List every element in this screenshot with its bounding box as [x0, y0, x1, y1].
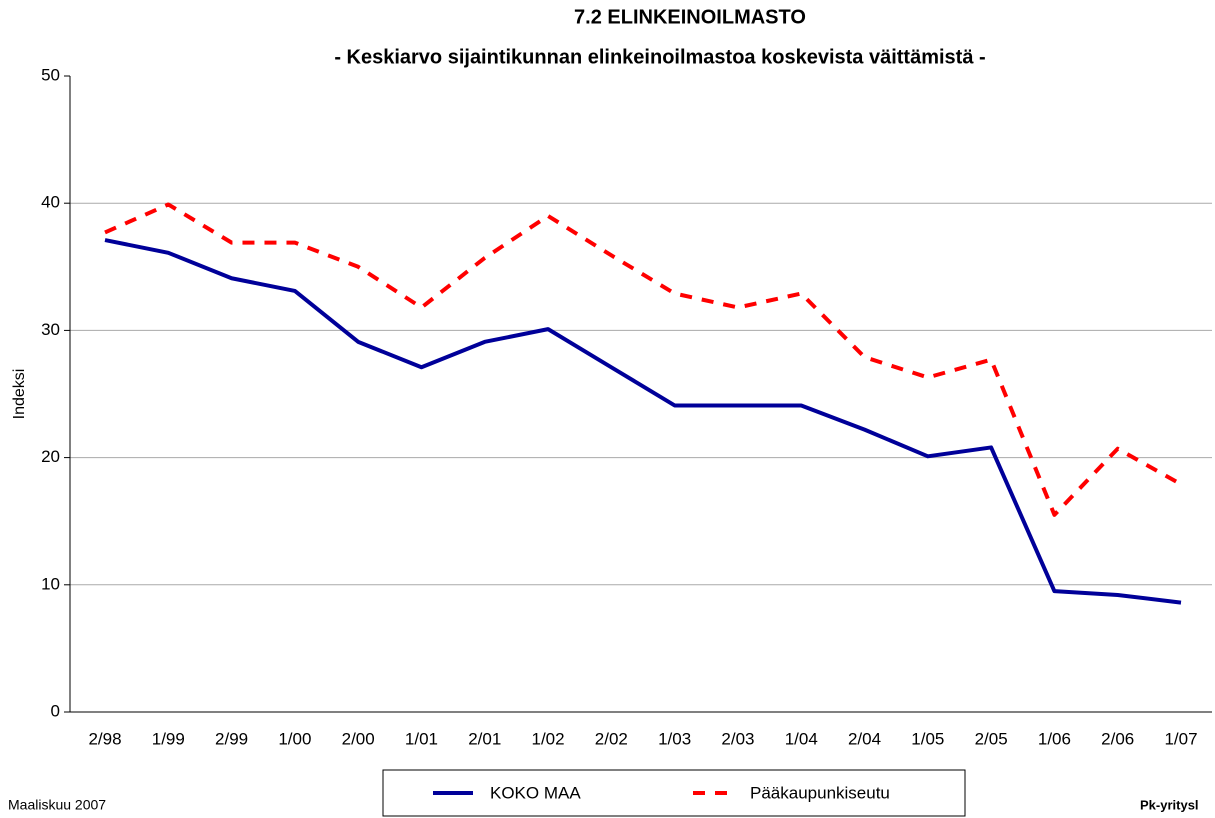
x-tick-label: 1/05 — [911, 729, 944, 748]
x-tick-label: 1/04 — [785, 729, 818, 748]
x-tick-label: 1/03 — [658, 729, 691, 748]
y-tick-label: 50 — [41, 65, 60, 84]
x-tick-label: 1/06 — [1038, 729, 1071, 748]
x-tick-label: 2/99 — [215, 729, 248, 748]
x-tick-label: 2/00 — [342, 729, 375, 748]
y-tick-label: 0 — [51, 701, 60, 720]
x-tick-label: 1/00 — [278, 729, 311, 748]
x-tick-label: 2/02 — [595, 729, 628, 748]
x-tick-label: 2/06 — [1101, 729, 1134, 748]
x-tick-label: 1/01 — [405, 729, 438, 748]
footer-left: Maaliskuu 2007 — [8, 797, 106, 813]
x-tick-label: 2/04 — [848, 729, 881, 748]
series-line — [104, 202, 1182, 517]
x-tick-label: 1/02 — [532, 729, 565, 748]
x-tick-label: 1/99 — [152, 729, 185, 748]
chart-title: 7.2 ELINKEINOILMASTO — [574, 6, 806, 28]
y-tick-label: 40 — [41, 193, 60, 212]
x-tick-label: 2/03 — [721, 729, 754, 748]
x-tick-label: 2/98 — [88, 729, 121, 748]
legend-label: Pääkaupunkiseutu — [750, 783, 890, 802]
x-tick-label: 2/01 — [468, 729, 501, 748]
x-tick-label: 1/07 — [1164, 729, 1197, 748]
x-tick-label: 2/05 — [975, 729, 1008, 748]
legend-box — [382, 769, 966, 817]
footer-right: Pk-yritysl — [1140, 797, 1199, 812]
y-axis-label: Indeksi — [11, 369, 28, 420]
chart-subtitle: - Keskiarvo sijaintikunnan elinkeinoilma… — [334, 46, 985, 68]
legend-label: KOKO MAA — [490, 783, 581, 802]
series-line — [104, 238, 1182, 605]
y-tick-label: 20 — [41, 447, 60, 466]
y-tick-label: 10 — [41, 574, 60, 593]
y-tick-label: 30 — [41, 320, 60, 339]
